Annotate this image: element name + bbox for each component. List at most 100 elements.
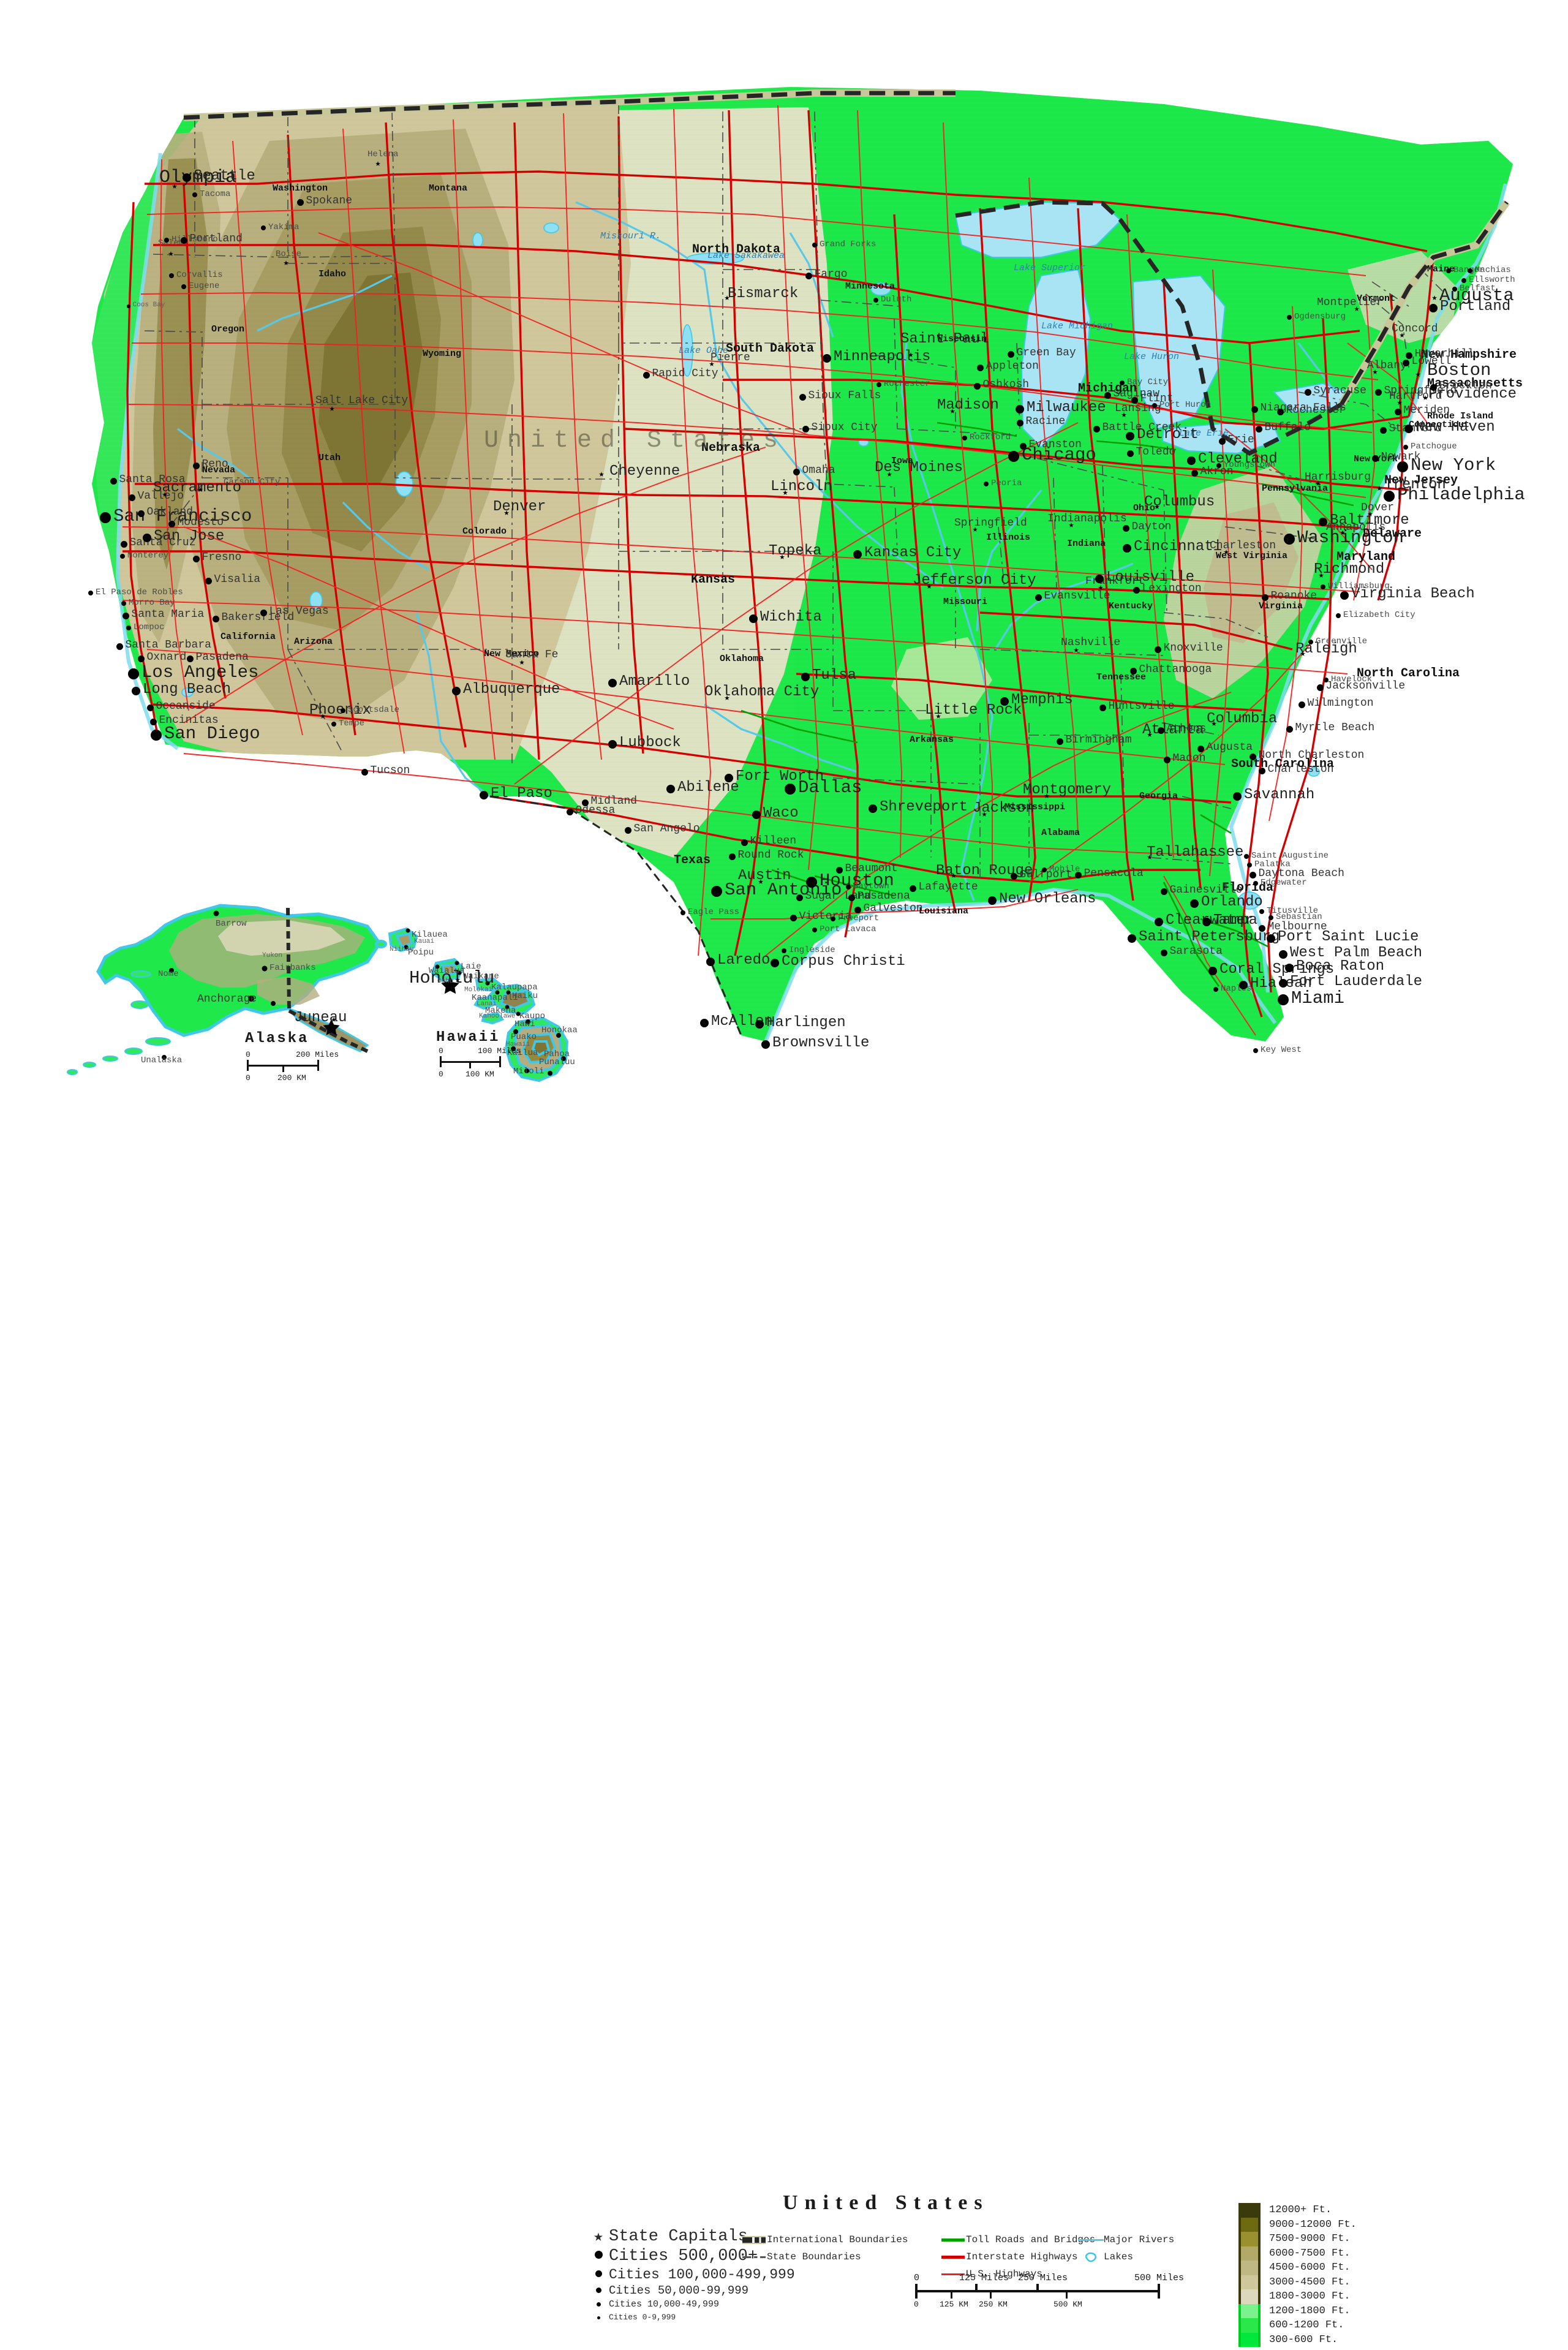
city-marker xyxy=(1267,934,1275,943)
hawaii-inset xyxy=(375,927,569,1082)
city-marker xyxy=(1035,594,1042,601)
city-marker xyxy=(793,468,800,475)
city-marker xyxy=(1163,756,1170,763)
state-capital-marker: ★ xyxy=(782,487,788,498)
city-marker xyxy=(624,826,631,834)
legend-elevation-row: 6000-7500 Ft. xyxy=(1238,2246,1385,2261)
interstate-highways xyxy=(123,110,1434,1018)
legend-item-cities-100k: Cities 100,000-499,999 xyxy=(588,2267,795,2283)
city-marker xyxy=(1095,575,1104,583)
scale-label-miles-125: 125 Miles xyxy=(959,2273,1009,2283)
city-marker xyxy=(831,916,835,921)
city-marker xyxy=(1286,725,1293,733)
elevation-label: 9000-12000 Ft. xyxy=(1269,2218,1357,2231)
legend-label: Cities 0-9,999 xyxy=(609,2313,676,2322)
city-marker xyxy=(1324,678,1329,682)
legend-label: State Boundaries xyxy=(767,2251,861,2262)
city-marker xyxy=(1321,584,1325,589)
city-marker xyxy=(1099,704,1106,711)
city-marker xyxy=(1394,408,1401,415)
city-marker xyxy=(761,1040,770,1049)
state-capital-marker: ★ xyxy=(1422,392,1428,403)
scale-label-hawaii-miles-100: 100 Miles xyxy=(478,1046,521,1056)
state-capital-marker: ★ xyxy=(1315,478,1321,489)
city-marker xyxy=(802,425,809,433)
city-marker xyxy=(806,877,817,888)
city-marker xyxy=(782,948,786,953)
city-marker xyxy=(1308,640,1313,644)
city-marker xyxy=(1468,268,1472,273)
city-marker xyxy=(1374,388,1382,396)
city-marker xyxy=(122,612,129,619)
state-capital-marker: ★ xyxy=(972,524,978,535)
city-marker xyxy=(100,512,111,523)
city-marker xyxy=(1202,918,1211,926)
city-marker xyxy=(168,520,175,527)
city-marker xyxy=(725,774,733,782)
scale-label-alaska-miles-200: 200 Miles xyxy=(296,1050,339,1059)
map-graphics xyxy=(67,87,1513,1082)
city-marker xyxy=(1104,391,1111,399)
city-marker xyxy=(143,534,151,542)
city-dot-icon xyxy=(588,2299,609,2310)
city-marker xyxy=(88,591,93,595)
city-marker xyxy=(331,722,336,727)
city-marker xyxy=(680,910,685,915)
city-marker xyxy=(812,928,817,932)
city-marker xyxy=(1155,918,1163,926)
state-capital-marker: ★ xyxy=(951,870,957,881)
city-marker xyxy=(192,192,197,197)
city-marker xyxy=(711,886,722,897)
lake-icon xyxy=(1078,2251,1104,2263)
city-marker xyxy=(110,477,117,485)
scale-label-hawaii-km-0: 0 xyxy=(439,1070,443,1079)
city-marker xyxy=(1316,684,1324,691)
city-marker xyxy=(1133,586,1140,594)
scale-label-km-125: 125 KM xyxy=(940,2300,968,2309)
city-marker xyxy=(1379,426,1387,434)
state-capital-marker: ★ xyxy=(375,158,381,169)
state-capital-marker: ★ xyxy=(329,403,335,414)
state-capital-marker: ★ xyxy=(168,248,174,259)
city-marker xyxy=(1007,350,1014,358)
city-marker xyxy=(1244,854,1249,859)
map-title: United States xyxy=(783,2191,989,2214)
legend-label: Interstate Highways xyxy=(966,2251,1078,2262)
state-capital-marker: ★ xyxy=(197,484,203,495)
state-capital-marker: ★ xyxy=(598,469,605,480)
city-marker xyxy=(149,718,157,725)
city-dot-icon xyxy=(588,2250,609,2262)
scale-label-alaska-miles-0: 0 xyxy=(246,1050,251,1059)
map-legend: United States ★ State Capitals Cities 50… xyxy=(0,1090,1568,2347)
scale-bar-hawaii: 0 100 Miles 0 100 KM xyxy=(435,1046,557,1089)
state-capital-marker: ★ xyxy=(1098,582,1104,593)
city-marker xyxy=(121,601,126,606)
interstate-highway-icon xyxy=(940,2255,966,2259)
scale-bar-main: 0 125 Miles 250 Miles 500 Miles 0 125 KM… xyxy=(900,2273,1188,2328)
city-marker xyxy=(1000,697,1009,706)
city-marker xyxy=(1276,408,1284,415)
city-marker xyxy=(180,236,187,244)
legend-label: Cities 10,000-49,999 xyxy=(609,2299,720,2310)
state-capital-marker: ★ xyxy=(886,469,892,480)
elevation-label: 7500-9000 Ft. xyxy=(1269,2233,1351,2245)
state-capital-marker: ★ xyxy=(1211,718,1217,729)
major-river-icon xyxy=(1078,2239,1104,2241)
scale-label-hawaii-miles-0: 0 xyxy=(439,1046,443,1056)
city-marker xyxy=(1371,455,1379,462)
city-marker xyxy=(988,896,997,905)
elevation-label: 3000-4500 Ft. xyxy=(1269,2276,1351,2288)
city-marker xyxy=(1218,437,1226,445)
city-marker xyxy=(1042,867,1047,872)
city-marker xyxy=(835,866,843,874)
city-marker xyxy=(164,238,169,243)
city-marker xyxy=(909,885,916,892)
legend-label: Cities 100,000-499,999 xyxy=(609,2267,795,2283)
city-marker xyxy=(1154,646,1161,653)
legend-label: Toll Roads and Bridges xyxy=(966,2234,1096,2245)
state-capital-marker: ★ xyxy=(331,1014,337,1025)
city-marker xyxy=(480,791,488,799)
map-canvas[interactable]: Washington Oregon California Nevada Idaho Mon… xyxy=(0,0,1568,1345)
city-marker xyxy=(848,894,855,901)
city-marker xyxy=(1261,594,1268,601)
